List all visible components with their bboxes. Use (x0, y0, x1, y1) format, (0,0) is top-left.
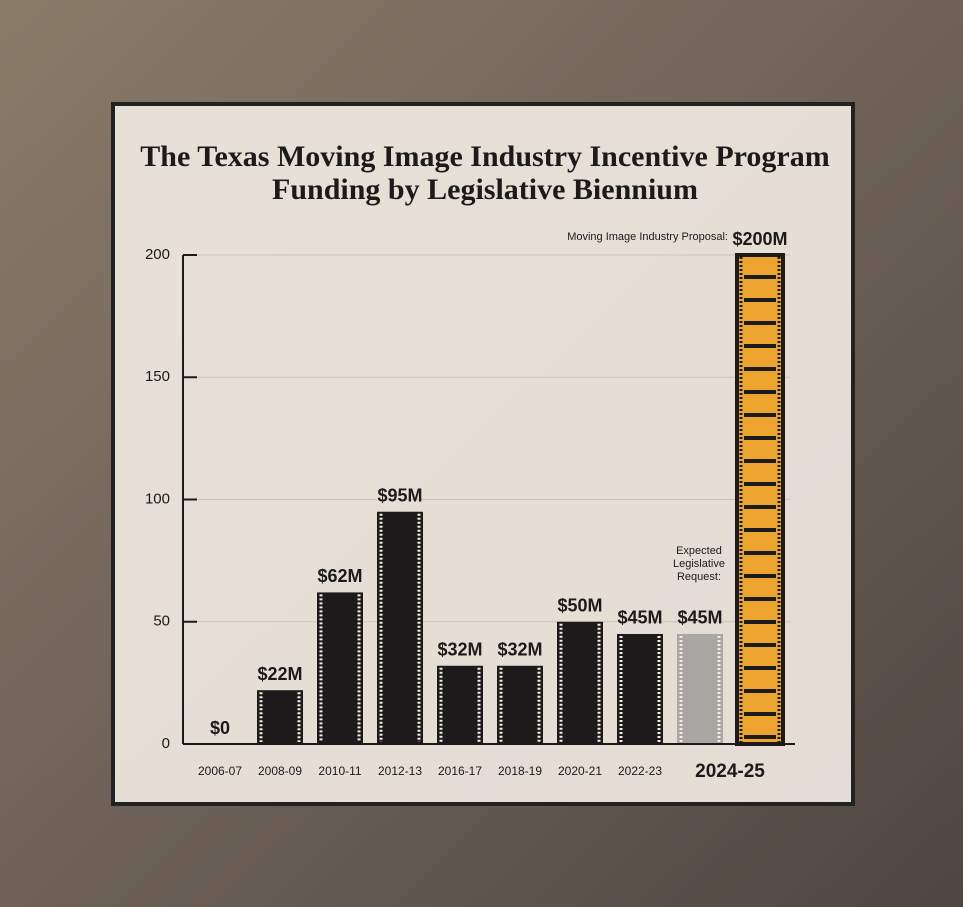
y-tick-label: 150 (145, 368, 170, 385)
chart-title: The Texas Moving Image Industry Incentiv… (140, 140, 830, 206)
value-label: $32M (437, 640, 482, 660)
y-tick-label: 0 (162, 735, 170, 752)
value-label: $32M (497, 640, 542, 660)
bar (497, 666, 543, 744)
x-tick-label: 2008-09 (258, 764, 302, 778)
value-label: $62M (317, 566, 362, 586)
x-tick-label: 2022-23 (618, 764, 662, 778)
x-tick-label: 2018-19 (498, 764, 542, 778)
x-tick-label: 2024-25 (695, 761, 765, 782)
annotation: Moving Image Industry Proposal: (567, 231, 728, 243)
bar (257, 690, 303, 744)
bar (317, 592, 363, 744)
x-tick-label: 2006-07 (198, 764, 242, 778)
value-label: $200M (732, 229, 787, 249)
bar (557, 622, 603, 744)
y-tick-label: 50 (153, 613, 170, 630)
bar (377, 512, 423, 744)
bar (737, 255, 783, 744)
x-tick-label: 2012-13 (378, 764, 422, 778)
page: 0 50 100 150 200 $0 2006-07 $22M 2008-09 $62M 2010… (0, 0, 963, 907)
annotation: Expected Legislative Request: (669, 545, 729, 584)
bar (437, 666, 483, 744)
y-tick-label: 100 (145, 490, 170, 507)
x-tick-label: 2010-11 (318, 764, 361, 778)
value-label: $22M (257, 664, 302, 684)
value-label: $0 (210, 718, 230, 738)
value-label: $95M (377, 485, 422, 505)
x-tick-label: 2016-17 (438, 764, 482, 778)
value-label: $45M (677, 608, 722, 628)
y-tick-label: 200 (145, 246, 170, 263)
bar (617, 634, 663, 744)
chart: 0 50 100 150 200 $0 2006-07 $22M 2008-09 $62M 2010… (0, 0, 963, 907)
value-label: $45M (617, 608, 662, 628)
x-tick-label: 2020-21 (558, 764, 602, 778)
value-label: $50M (557, 596, 602, 616)
bar (677, 634, 723, 744)
